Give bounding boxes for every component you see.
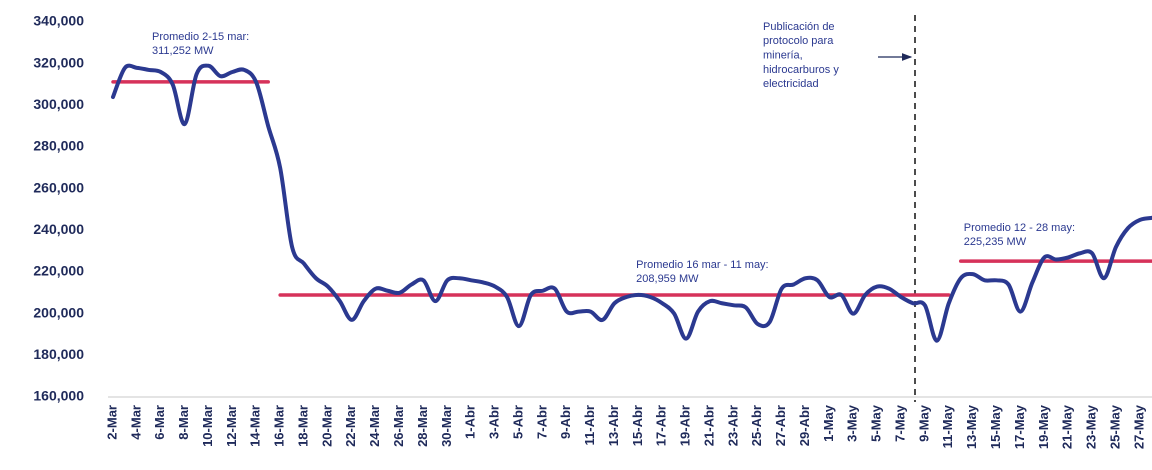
x-tick-label: 9-May [916,404,931,442]
x-tick-label: 11-Abr [582,405,597,445]
x-tick-label: 9-Abr [558,405,573,439]
x-tick-label: 17-May [1012,404,1027,449]
x-tick-label: 3-Abr [487,405,502,439]
event-annotation: electricidad [763,78,819,90]
average-value-label: 225,235 MW [964,236,1027,248]
x-tick-label: 25-May [1107,404,1122,449]
y-tick-label: 200,000 [33,304,84,320]
y-tick-label: 240,000 [33,221,84,237]
x-tick-label: 5-May [869,404,884,442]
event-annotation: minería, [763,50,803,62]
x-tick-label: 17-Abr [654,405,669,446]
x-tick-label: 25-Abr [749,405,764,446]
x-tick-label: 26-Mar [391,405,406,447]
x-tick-label: 15-May [988,404,1003,449]
x-tick-label: 21-Abr [701,405,716,446]
y-tick-label: 300,000 [33,96,84,112]
x-tick-label: 1-May [821,404,836,442]
x-tick-label: 11-May [940,404,955,448]
x-tick-label: 16-Mar [272,405,287,447]
x-tick-label: 18-Mar [295,405,310,447]
x-tick-label: 13-May [964,404,979,449]
y-tick-label: 220,000 [33,263,84,279]
x-tick-label: 27-May [1131,404,1146,449]
y-tick-label: 340,000 [33,13,84,29]
average-label: Promedio 2-15 mar: [152,31,249,43]
y-tick-label: 260,000 [33,179,84,195]
x-tick-label: 7-Abr [534,405,549,439]
x-tick-label: 19-May [1036,404,1051,449]
y-tick-label: 320,000 [33,54,84,70]
x-tick-label: 14-Mar [248,405,263,447]
x-tick-label: 6-Mar [152,405,167,440]
x-tick-label: 27-Abr [773,405,788,446]
x-tick-label: 7-May [892,404,907,442]
y-tick-label: 160,000 [33,388,84,404]
x-tick-label: 23-May [1084,404,1099,449]
x-tick-label: 8-Mar [176,405,191,440]
x-tick-label: 2-Mar [104,405,119,440]
x-tick-label: 1-Abr [463,405,478,439]
x-tick-label: 5-Abr [510,405,525,439]
event-annotation: Publicación de [763,21,835,33]
x-tick-label: 19-Abr [678,405,693,446]
y-tick-label: 180,000 [33,346,84,362]
x-tick-label: 30-Mar [439,405,454,447]
average-value-label: 208,959 MW [636,273,699,285]
average-value-label: 311,252 MW [152,45,214,57]
x-tick-label: 29-Abr [797,405,812,446]
x-tick-label: 10-Mar [200,405,215,447]
x-tick-label: 23-Abr [725,405,740,446]
x-tick-label: 21-May [1060,404,1075,449]
average-label: Promedio 16 mar - 11 may: [636,259,768,271]
y-tick-label: 280,000 [33,138,84,154]
x-tick-label: 20-Mar [319,405,334,447]
x-tick-label: 15-Abr [630,405,645,446]
x-tick-label: 28-Mar [415,405,430,447]
event-annotation: hidrocarburos y [763,64,839,76]
x-tick-label: 12-Mar [224,405,239,447]
x-tick-label: 4-Mar [128,405,143,440]
x-tick-label: 13-Abr [606,405,621,446]
x-tick-label: 22-Mar [343,405,358,447]
event-annotation: protocolo para [763,35,834,47]
average-label: Promedio 12 - 28 may: [964,222,1075,234]
x-tick-label: 3-May [845,404,860,442]
data-line [111,63,1152,343]
x-tick-label: 24-Mar [367,405,382,447]
